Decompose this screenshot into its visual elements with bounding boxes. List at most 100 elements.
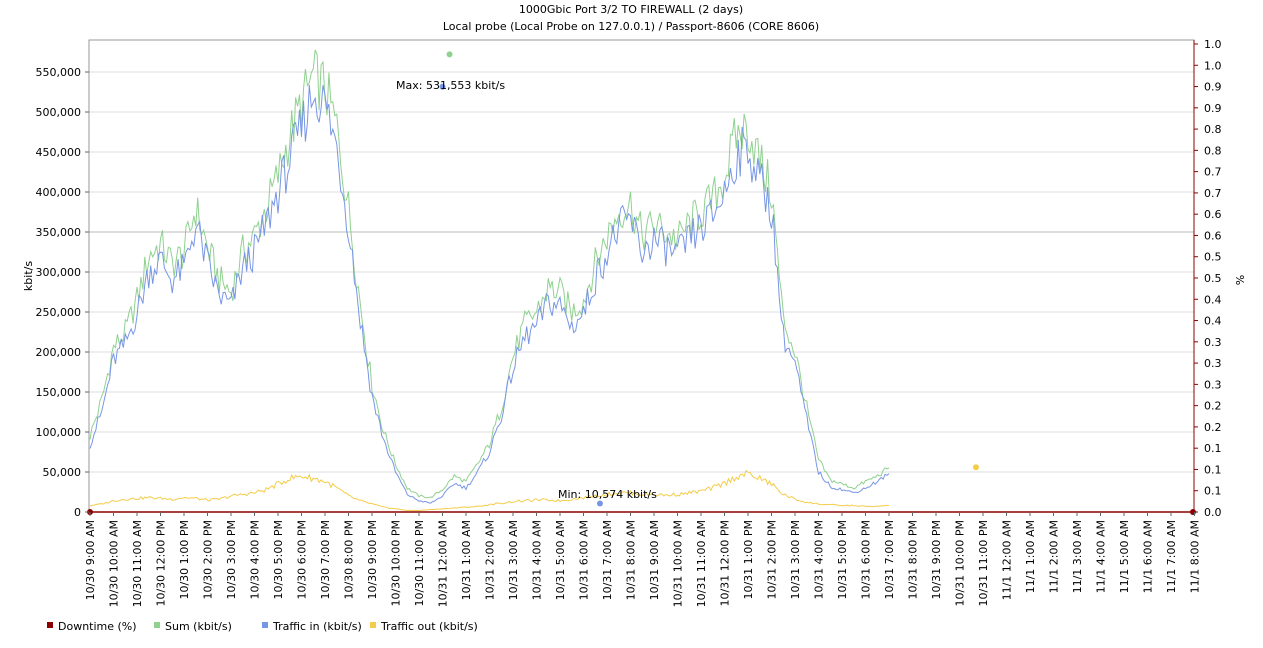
x-tick-label: 10/31 2:00 AM [484, 520, 497, 600]
sum-max-point [446, 51, 453, 58]
x-tick-label: 10/30 9:00 AM [84, 520, 97, 600]
traffic-in-max-point [439, 83, 446, 90]
y2-tick-label: 0.0 [1204, 506, 1222, 519]
x-tick-label: 10/30 6:00 PM [296, 520, 309, 600]
y2-tick-label: 0.5 [1204, 272, 1222, 285]
x-tick-label: 10/30 10:00 PM [390, 520, 403, 607]
x-tick-label: 11/1 5:00 AM [1118, 520, 1131, 593]
x-tick-label: 10/31 12:00 AM [437, 520, 450, 607]
x-tick-label: 10/31 1:00 AM [460, 520, 473, 600]
y-tick-label: 300,000 [36, 266, 82, 279]
x-tick-label: 10/31 4:00 PM [813, 520, 826, 600]
y2-tick-label: 0.9 [1204, 102, 1222, 115]
legend-label: Sum (kbit/s) [165, 620, 232, 633]
x-tick-label: 10/31 11:00 PM [977, 520, 990, 607]
legend-swatch [262, 622, 268, 628]
y-tick-label: 350,000 [36, 226, 82, 239]
y2-tick-label: 0.1 [1204, 463, 1222, 476]
y-axis-ticks: 0 50,000 100,000 150,000 200,000 250,000 300,0… [36, 66, 89, 519]
series-lines [89, 49, 1195, 513]
y2-tick-label: 1.0 [1204, 59, 1222, 72]
y2-tick-label: 0.3 [1204, 378, 1222, 391]
x-tick-label: 10/30 9:00 PM [366, 520, 379, 600]
legend: Downtime (%) Sum (kbit/s) Traffic in (kbit… [47, 620, 478, 633]
y2-tick-label: 0.5 [1204, 251, 1222, 264]
x-tick-label: 10/31 8:00 PM [907, 520, 920, 600]
y-tick-label: 150,000 [36, 386, 82, 399]
x-tick-label: 10/30 12:00 PM [155, 520, 168, 607]
x-tick-label: 11/1 4:00 AM [1095, 520, 1108, 593]
x-tick-label: 10/31 1:00 PM [742, 520, 755, 600]
x-tick-label: 10/31 9:00 PM [930, 520, 943, 600]
y-tick-label: 200,000 [36, 346, 82, 359]
legend-swatch [47, 622, 53, 628]
x-tick-label: 10/31 10:00 AM [672, 520, 685, 607]
x-tick-label: 10/31 11:00 AM [695, 520, 708, 607]
y2-tick-label: 0.1 [1204, 442, 1222, 455]
x-tick-label: 10/30 4:00 PM [249, 520, 262, 600]
legend-label: Traffic out (kbit/s) [380, 620, 478, 633]
y2-tick-label: 0.9 [1204, 81, 1222, 94]
x-axis-ticks: 10/30 9:00 AM 10/30 10:00 AM 10/30 11:00 A… [84, 512, 1202, 607]
x-tick-label: 10/30 3:00 PM [225, 520, 238, 600]
x-tick-label: 10/31 4:00 AM [531, 520, 544, 600]
x-tick-label: 11/1 1:00 AM [1024, 520, 1037, 593]
series-line-traffic-in [89, 84, 890, 504]
x-tick-label: 10/30 8:00 PM [343, 520, 356, 600]
y-tick-label: 550,000 [36, 66, 82, 79]
x-tick-label: 10/31 6:00 AM [578, 520, 591, 600]
gridlines [89, 71, 1194, 473]
x-tick-label: 10/31 7:00 PM [883, 520, 896, 600]
min-annotation: Min: 10,574 kbit/s [558, 488, 657, 501]
x-tick-label: 11/1 6:00 AM [1142, 520, 1155, 593]
y2-tick-label: 0.8 [1204, 123, 1222, 136]
y2-tick-label: 0.4 [1204, 293, 1222, 306]
x-tick-label: 11/1 12:00 AM [1001, 520, 1014, 600]
x-tick-label: 11/1 2:00 AM [1048, 520, 1061, 593]
y-tick-label: 450,000 [36, 146, 82, 159]
y2-tick-label: 0.3 [1204, 357, 1222, 370]
max-annotation: Max: 531,553 kbit/s [396, 79, 505, 92]
y2-tick-label: 1.0 [1204, 38, 1222, 51]
x-tick-label: 10/31 10:00 PM [954, 520, 967, 607]
y-tick-label: 100,000 [36, 426, 82, 439]
y2-tick-label: 0.1 [1204, 485, 1222, 498]
x-tick-label: 10/30 11:00 AM [131, 520, 144, 607]
y2-tick-label: 0.7 [1204, 166, 1222, 179]
y-tick-label: 250,000 [36, 306, 82, 319]
y2-tick-label: 0.2 [1204, 400, 1222, 413]
x-tick-label: 10/31 8:00 AM [625, 520, 638, 600]
traffic-out-max-point [972, 464, 979, 471]
x-tick-label: 11/1 3:00 AM [1071, 520, 1084, 593]
y2-tick-label: 0.6 [1204, 229, 1222, 242]
y2-tick-label: 0.7 [1204, 187, 1222, 200]
y-tick-label: 0 [74, 506, 81, 519]
x-tick-label: 10/31 3:00 PM [789, 520, 802, 600]
x-tick-label: 10/30 2:00 PM [202, 520, 215, 600]
x-tick-label: 10/31 5:00 PM [836, 520, 849, 600]
legend-label: Downtime (%) [58, 620, 137, 633]
y2-tick-label: 0.6 [1204, 208, 1222, 221]
x-tick-label: 10/31 9:00 AM [648, 520, 661, 600]
x-tick-label: 10/31 7:00 AM [601, 520, 614, 600]
y-axis-label: kbit/s [22, 261, 35, 291]
chart-title: 1000Gbic Port 3/2 TO FIREWALL (2 days) [519, 3, 743, 16]
x-tick-label: 10/30 7:00 PM [319, 520, 332, 600]
x-tick-label: 10/30 11:00 PM [413, 520, 426, 607]
x-tick-label: 10/31 12:00 PM [719, 520, 732, 607]
legend-label: Traffic in (kbit/s) [272, 620, 362, 633]
y2-tick-label: 0.3 [1204, 336, 1222, 349]
y-tick-label: 400,000 [36, 186, 82, 199]
series-line-traffic-out [89, 469, 890, 512]
x-tick-label: 10/30 1:00 PM [178, 520, 191, 600]
x-tick-label: 11/1 7:00 AM [1165, 520, 1178, 593]
y2-axis-label: % [1233, 275, 1246, 285]
y-tick-label: 500,000 [36, 106, 82, 119]
x-tick-label: 10/30 5:00 PM [272, 520, 285, 600]
y2-tick-label: 0.2 [1204, 421, 1222, 434]
x-tick-label: 10/31 6:00 PM [860, 520, 873, 600]
x-tick-label: 10/30 10:00 AM [108, 520, 121, 607]
chart-subtitle: Local probe (Local Probe on 127.0.0.1) /… [443, 20, 819, 33]
y2-axis-ticks: 0.0 0.1 0.1 0.1 0.2 0.2 0.3 0.3 0.3 0.4 0.4 0.5 0.5 0… [1193, 38, 1222, 519]
